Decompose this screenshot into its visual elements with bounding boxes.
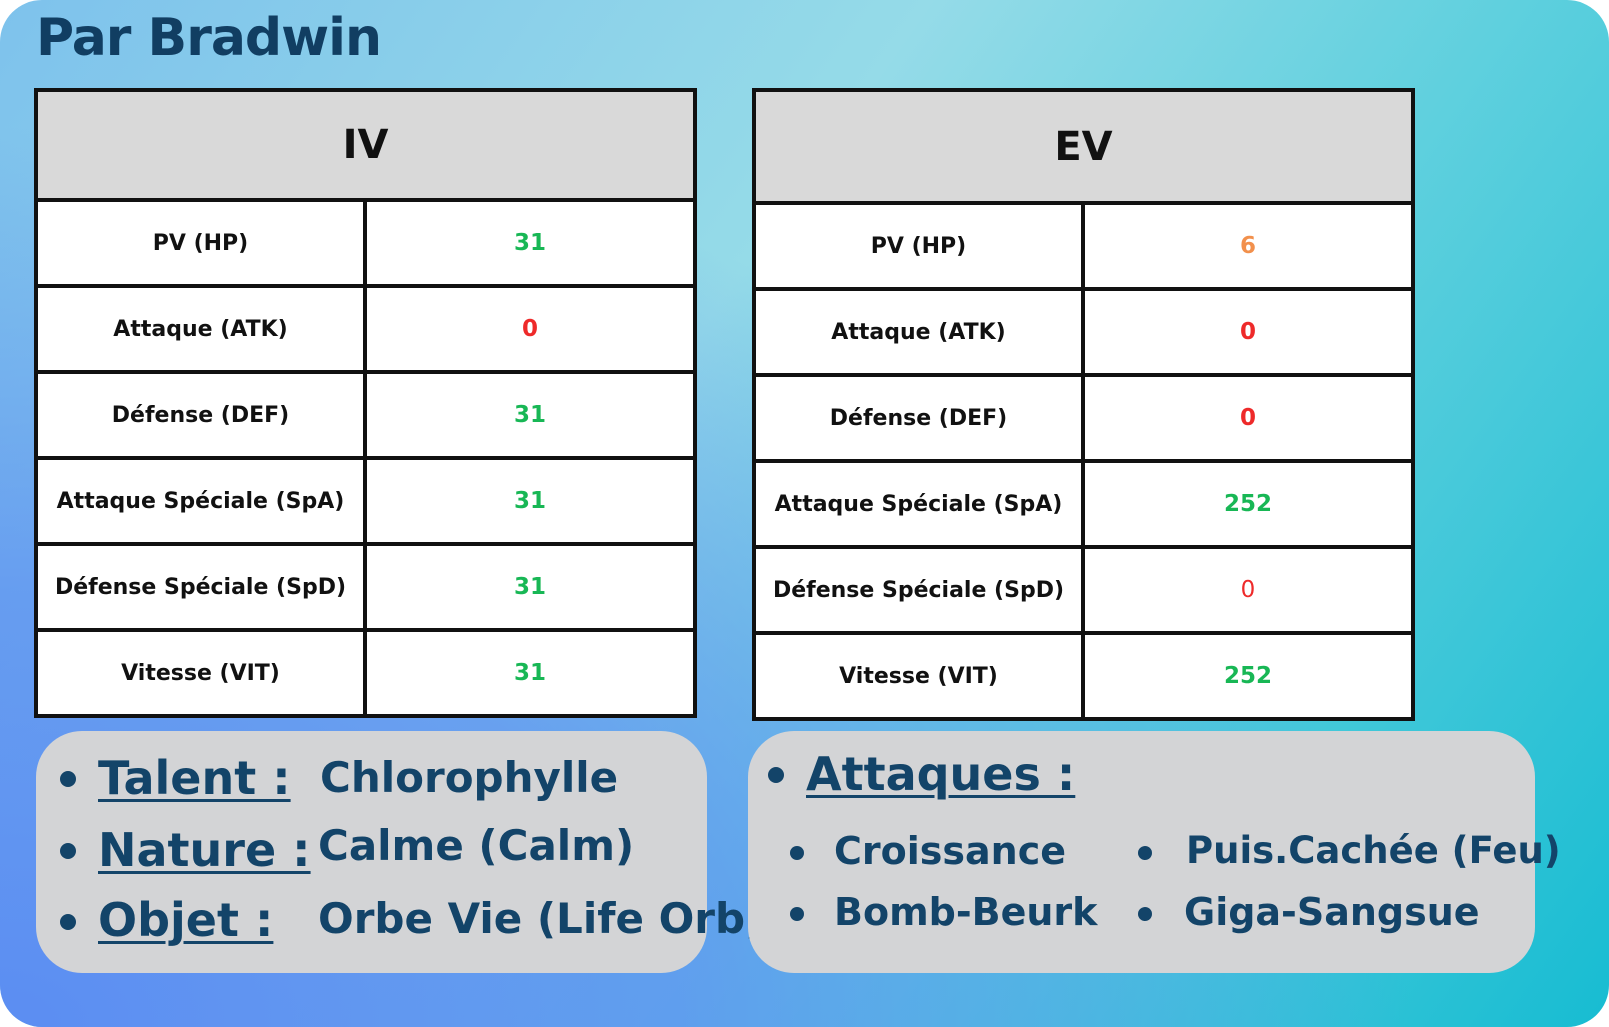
- bullet-icon: [1138, 907, 1152, 921]
- iv-value-vit: 31: [363, 628, 697, 718]
- iv-value-spd: 31: [363, 542, 697, 632]
- iv-value-hp: 31: [363, 198, 697, 288]
- ev-header: EV: [752, 88, 1415, 205]
- bullet-icon: [768, 767, 784, 783]
- talent-label: Talent :: [98, 751, 291, 805]
- nature-label: Nature :: [98, 823, 311, 877]
- bullet-icon: [790, 907, 804, 921]
- ev-stat-vit: Vitesse (VIT): [752, 631, 1085, 721]
- iv-stat-def: Défense (DEF): [34, 370, 367, 460]
- talent-value: Chlorophylle: [320, 753, 619, 802]
- iv-value-spa: 31: [363, 456, 697, 546]
- ev-table: EV PV (HP) 6 Attaque (ATK) 0 Défense (DE…: [752, 88, 1415, 721]
- iv-header: IV: [34, 88, 697, 202]
- iv-stat-spa: Attaque Spéciale (SpA): [34, 456, 367, 546]
- ev-value-atk: 0: [1081, 287, 1415, 377]
- page-title: Par Bradwin: [36, 8, 382, 68]
- objet-label: Objet :: [98, 893, 274, 947]
- attacks-panel: Attaques : Croissance Puis.Cachée (Feu) …: [748, 731, 1561, 973]
- iv-value-def: 31: [363, 370, 697, 460]
- objet-value: Orbe Vie (Life Orb): [318, 894, 765, 943]
- ev-stat-def: Défense (DEF): [752, 373, 1085, 463]
- ev-value-spa: 252: [1081, 459, 1415, 549]
- ev-stat-hp: PV (HP): [752, 201, 1085, 291]
- ev-value-vit: 252: [1081, 631, 1415, 721]
- iv-stat-hp: PV (HP): [34, 198, 367, 288]
- ev-value-def: 0: [1081, 373, 1415, 463]
- move-3: Bomb-Beurk: [834, 890, 1098, 934]
- iv-table: IV PV (HP) 31 Attaque (ATK) 0 Défense (D…: [34, 88, 697, 718]
- bullet-icon: [60, 843, 76, 859]
- bullet-icon: [60, 771, 76, 787]
- move-4: Giga-Sangsue: [1184, 890, 1480, 934]
- ev-stat-atk: Attaque (ATK): [752, 287, 1085, 377]
- iv-stat-atk: Attaque (ATK): [34, 284, 367, 374]
- ev-value-hp: 6: [1081, 201, 1415, 291]
- ev-stat-spa: Attaque Spéciale (SpA): [752, 459, 1085, 549]
- iv-stat-vit: Vitesse (VIT): [34, 628, 367, 718]
- attacks-label: Attaques :: [806, 747, 1076, 801]
- ev-value-spd: 0: [1081, 545, 1415, 635]
- bullet-icon: [1138, 846, 1152, 860]
- bullet-icon: [60, 914, 76, 930]
- move-1: Croissance: [834, 829, 1066, 873]
- info-panel: Talent : Chlorophylle Nature : Calme (Ca…: [36, 731, 764, 973]
- nature-value: Calme (Calm): [318, 821, 635, 870]
- ev-stat-spd: Défense Spéciale (SpD): [752, 545, 1085, 635]
- bullet-icon: [790, 846, 804, 860]
- move-2: Puis.Cachée (Feu): [1186, 829, 1561, 872]
- iv-stat-spd: Défense Spéciale (SpD): [34, 542, 367, 632]
- iv-value-atk: 0: [363, 284, 697, 374]
